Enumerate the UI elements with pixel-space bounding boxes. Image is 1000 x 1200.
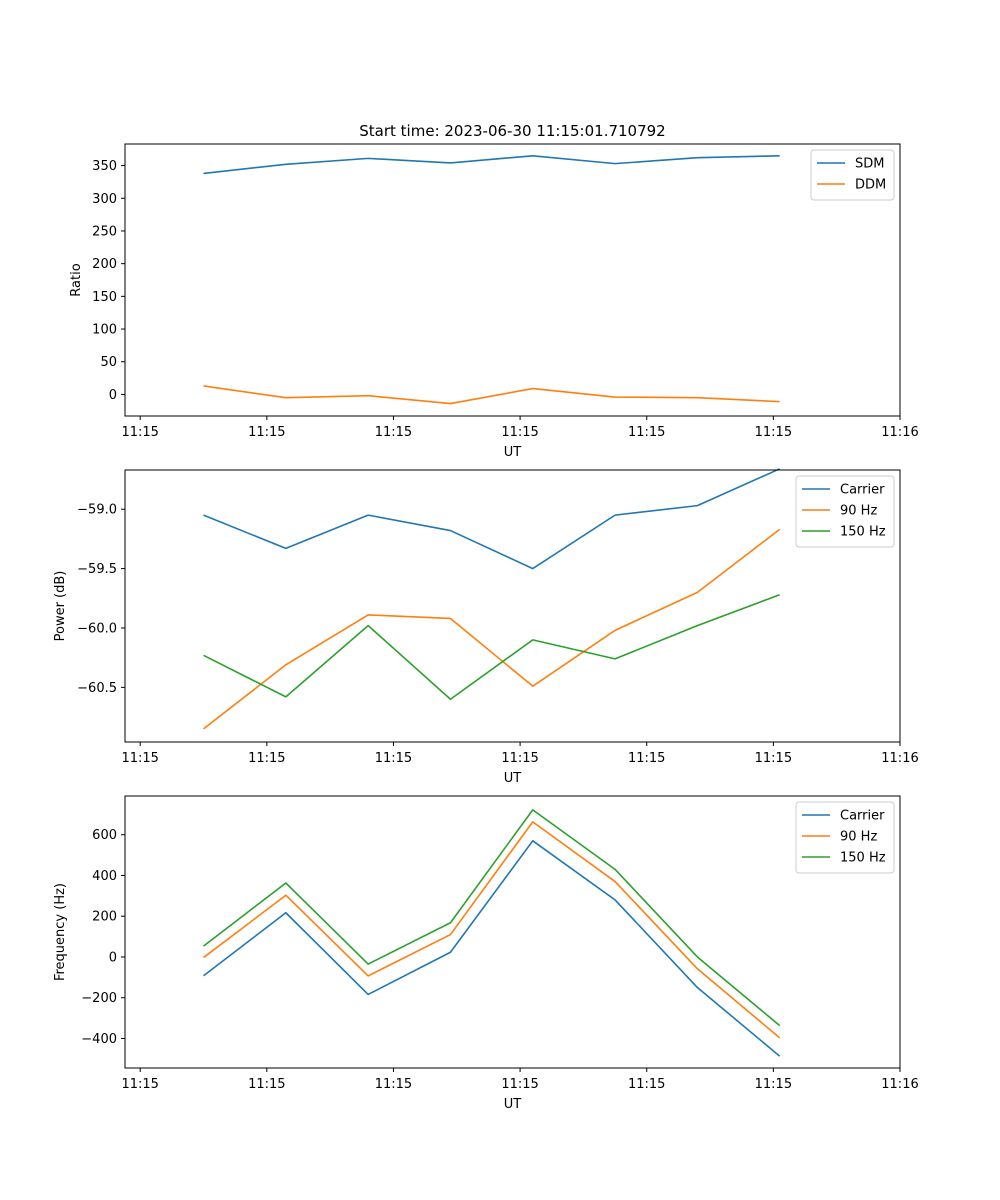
x-tick-label: 11:16	[881, 1077, 918, 1092]
y-tick-label: 600	[92, 828, 117, 843]
x-tick-label: 11:15	[755, 751, 792, 766]
legend-box	[795, 475, 895, 548]
series-line-150-hz	[203, 593, 780, 701]
panel-frequency: 11:15 11:15 11:15 11:15 11:15 11:15 11:16 −400 −…	[53, 795, 919, 1112]
x-tick-label: 11:15	[501, 425, 538, 440]
y-tick-label: −60.0	[77, 621, 117, 636]
legend-label: 150 Hz	[840, 851, 886, 866]
series-line-150-hz	[203, 809, 781, 1027]
x-tick-label: 11:15	[121, 1077, 158, 1092]
y-tick-label: 250	[92, 224, 117, 239]
x-axis-label: UT	[504, 1097, 522, 1112]
x-tick-label: 11:15	[755, 1077, 792, 1092]
y-tick-label: −59.5	[77, 562, 117, 577]
legend-label: DDM	[855, 178, 886, 193]
y-tick-label: −400	[81, 1032, 117, 1047]
x-tick-label: 11:15	[628, 751, 665, 766]
x-tick-label: 11:15	[501, 751, 538, 766]
series-line-90-hz	[203, 528, 781, 730]
y-axis-label: Power (dB)	[53, 571, 68, 642]
x-tick-label: 11:16	[881, 425, 918, 440]
x-axis-label: UT	[504, 771, 522, 786]
y-axis-label: Frequency (Hz)	[53, 883, 68, 981]
y-tick-label: 150	[92, 290, 117, 305]
series-line-carrier	[203, 468, 781, 570]
y-tick-label: 200	[92, 257, 117, 272]
x-tick-label: 11:15	[501, 1077, 538, 1092]
axes-frame	[124, 795, 901, 1069]
x-tick-label: 11:15	[121, 425, 158, 440]
y-tick-label: −200	[81, 991, 117, 1006]
x-tick-label: 11:15	[121, 751, 158, 766]
x-tick-label: 11:15	[375, 425, 412, 440]
y-axis-label: Ratio	[69, 263, 84, 296]
y-tick-label: 350	[92, 159, 117, 174]
series-line-ddm	[203, 385, 780, 405]
y-tick-label: 0	[109, 388, 117, 403]
x-tick-label: 11:15	[248, 751, 285, 766]
x-tick-label: 11:15	[248, 1077, 285, 1092]
x-tick-label: 11:15	[375, 751, 412, 766]
legend-label: SDM	[855, 157, 884, 172]
y-tick-label: 100	[92, 323, 117, 338]
series-line-sdm	[203, 154, 780, 175]
y-tick-label: 0	[109, 950, 117, 965]
series-line-carrier	[203, 840, 781, 1057]
y-tick-label: 50	[100, 355, 117, 370]
legend-box	[795, 801, 895, 874]
axes-frame	[124, 469, 901, 743]
legend-label: 150 Hz	[840, 525, 886, 540]
legend: SDM DDM	[810, 149, 895, 201]
x-tick-label: 11:15	[755, 425, 792, 440]
legend: Carrier 90 Hz 150 Hz	[795, 475, 895, 548]
legend-label: 90 Hz	[840, 830, 877, 845]
x-axis-label: UT	[504, 445, 522, 460]
y-tick-label: −59.0	[77, 503, 117, 518]
x-tick-label: 11:15	[628, 425, 665, 440]
x-tick-label: 11:15	[375, 1077, 412, 1092]
series-line-90-hz	[203, 821, 781, 1039]
panel-ratio: 11:15 11:15 11:15 11:15 11:15 11:15 11:16 0 50 10…	[69, 143, 919, 460]
legend-label: Carrier	[840, 483, 885, 498]
chart-title: Start time: 2023-06-30 11:15:01.710792	[359, 122, 665, 140]
legend-label: Carrier	[840, 809, 885, 824]
x-tick-label: 11:16	[881, 751, 918, 766]
x-tick-label: 11:15	[628, 1077, 665, 1092]
y-tick-label: 400	[92, 869, 117, 884]
y-tick-label: 200	[92, 910, 117, 925]
legend: Carrier 90 Hz 150 Hz	[795, 801, 895, 874]
panels: 11:15 11:15 11:15 11:15 11:15 11:15 11:16 0 50 10…	[53, 143, 919, 1112]
x-tick-label: 11:15	[248, 425, 285, 440]
panel-power: 11:15 11:15 11:15 11:15 11:15 11:15 11:16 −60.5…	[53, 468, 919, 786]
axes-frame	[124, 143, 901, 417]
y-tick-label: 300	[92, 192, 117, 207]
legend-label: 90 Hz	[840, 504, 877, 519]
y-tick-label: −60.5	[77, 681, 117, 696]
